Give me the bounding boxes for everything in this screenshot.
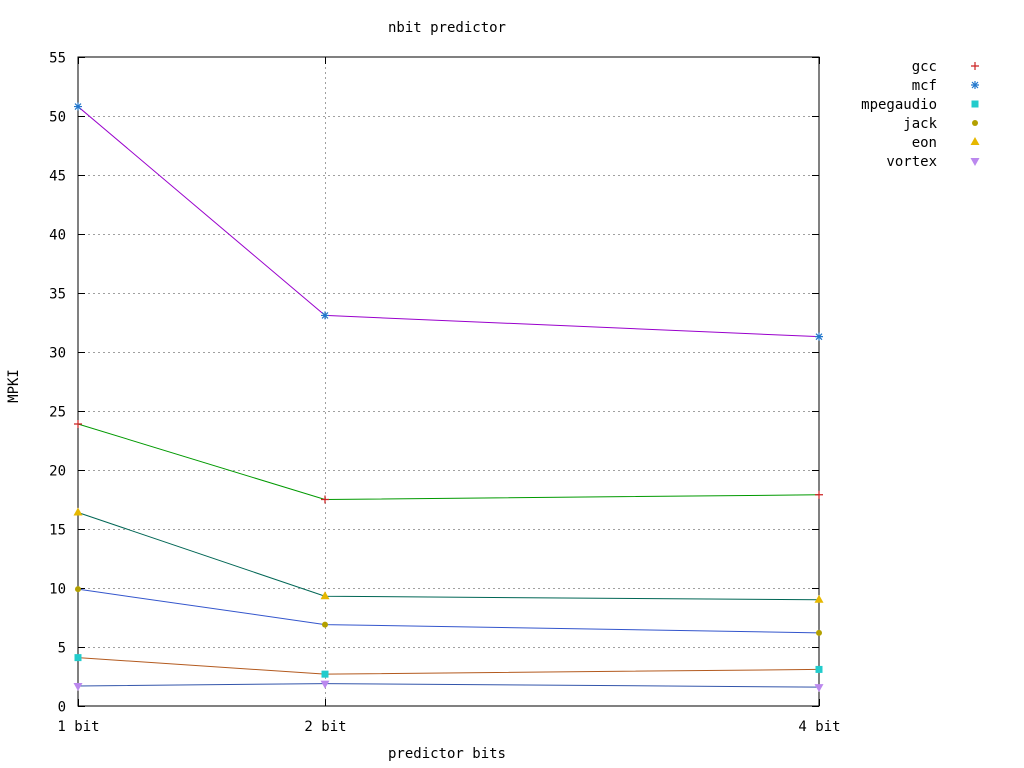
legend-marker-jack — [972, 120, 978, 126]
series-jack — [75, 586, 822, 636]
legend-label-vortex: vortex — [886, 154, 937, 170]
series-line-jack — [78, 589, 819, 633]
legend-label-gcc: gcc — [912, 59, 937, 75]
series-gcc — [74, 420, 823, 504]
y-axis-label: MPKI — [6, 369, 22, 403]
data-point-gcc — [815, 491, 823, 499]
legend-marker-eon — [971, 137, 980, 145]
legend-label-mpegaudio: mpegaudio — [861, 97, 937, 113]
data-point-mpegaudio — [816, 666, 823, 673]
series-line-vortex — [78, 684, 819, 688]
data-point-vortex — [74, 683, 83, 691]
legend-label-jack: jack — [903, 116, 937, 132]
y-tick-label: 10 — [49, 582, 66, 598]
y-tick-label: 35 — [49, 287, 66, 303]
data-point-gcc — [74, 420, 82, 428]
y-tick-label: 50 — [49, 110, 66, 126]
series-layer — [74, 103, 824, 693]
data-point-jack — [75, 586, 81, 592]
y-tick-label: 40 — [49, 228, 66, 244]
data-point-mcf — [74, 103, 82, 111]
legend-label-eon: eon — [912, 135, 937, 151]
x-tick-label: 2 bit — [304, 719, 346, 735]
chart-title: nbit predictor — [388, 20, 506, 36]
data-point-eon — [74, 507, 83, 515]
data-point-mpegaudio — [322, 671, 329, 678]
legend: gcc mcf mpegaudio jack eon vortex — [861, 59, 979, 170]
series-line-gcc — [78, 424, 819, 500]
plot-frame — [78, 57, 819, 706]
data-point-vortex — [321, 681, 330, 689]
series-vortex — [74, 681, 824, 693]
series-line-mcf — [78, 107, 819, 337]
data-point-vortex — [815, 684, 824, 692]
legend-marker-mcf — [971, 81, 979, 89]
legend-label-mcf: mcf — [912, 78, 937, 94]
y-tick-label: 20 — [49, 464, 66, 480]
data-point-mcf — [321, 311, 329, 319]
series-line-mpegaudio — [78, 658, 819, 675]
x-tick-label: 1 bit — [57, 719, 99, 735]
y-tick-label: 5 — [58, 641, 66, 657]
axes: 0 5 10 15 20 25 30 35 40 45 50 55 1 bit 2 bit 4 bit — [49, 51, 840, 736]
data-point-jack — [322, 622, 328, 628]
grid-lines — [78, 57, 819, 706]
data-point-gcc — [321, 496, 329, 504]
data-point-mcf — [815, 333, 823, 341]
x-axis-label: predictor bits — [388, 746, 506, 762]
y-tick-label: 25 — [49, 405, 66, 421]
x-tick-label: 4 bit — [798, 719, 840, 735]
y-tick-label: 30 — [49, 346, 66, 362]
legend-marker-vortex — [971, 158, 980, 166]
series-mpegaudio — [75, 654, 823, 678]
series-mcf — [74, 103, 823, 341]
y-tick-label: 15 — [49, 523, 66, 539]
data-point-eon — [815, 595, 824, 603]
y-tick-label: 55 — [49, 51, 66, 67]
y-tick-label: 0 — [58, 700, 66, 716]
legend-marker-gcc — [971, 62, 979, 70]
data-point-mpegaudio — [75, 654, 82, 661]
data-point-jack — [816, 630, 822, 636]
y-tick-label: 45 — [49, 169, 66, 185]
legend-marker-mpegaudio — [972, 101, 979, 108]
series-line-eon — [78, 512, 819, 599]
